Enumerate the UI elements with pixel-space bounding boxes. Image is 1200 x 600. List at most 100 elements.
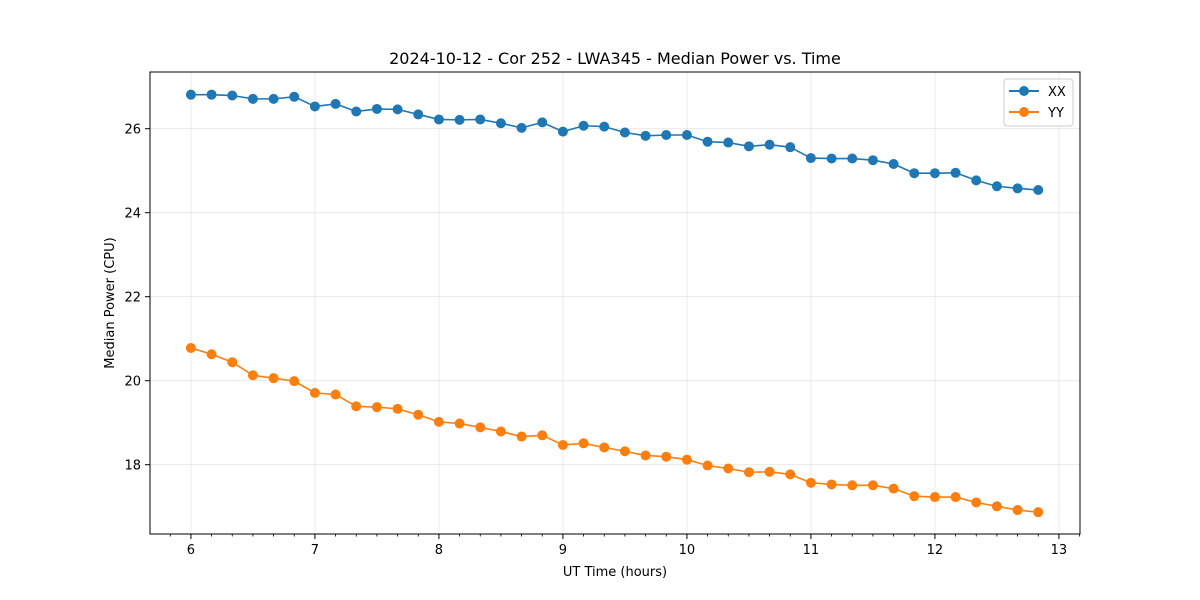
data-point-yy [1012,505,1023,516]
data-point-xx [888,158,899,169]
plot-frame [149,71,1081,535]
data-point-xx [185,89,196,100]
data-point-yy [929,492,940,503]
data-point-yy [826,479,837,490]
data-point-xx [805,153,816,164]
data-point-yy [578,438,589,449]
data-point-yy [991,501,1002,512]
data-point-xx [764,139,775,150]
data-point-yy [371,402,382,413]
data-point-xx [268,93,279,104]
data-point-xx [495,118,506,129]
x-tick-label: 13 [1051,543,1068,558]
data-point-xx [619,127,630,138]
data-point-xx [371,103,382,114]
data-point-yy [557,439,568,450]
data-point-xx [909,168,920,179]
data-point-yy [805,477,816,488]
data-point-xx [661,130,672,140]
data-point-xx [330,98,341,109]
data-point-yy [950,492,961,503]
data-point-xx [557,126,568,137]
data-point-yy [330,389,341,400]
x-tick-label: 8 [435,543,443,558]
data-point-yy [702,460,713,471]
x-tick-label: 10 [679,543,696,558]
data-point-yy [599,442,610,453]
data-point-yy [268,373,279,384]
data-point-yy [785,469,796,480]
legend-label-yy: YY [1047,106,1064,121]
data-point-xx [867,155,878,166]
data-point-xx [1033,185,1044,196]
x-tick-label: 7 [311,543,319,558]
data-point-xx [950,167,961,178]
data-point-xx [785,142,796,153]
data-point-yy [433,416,444,427]
y-tick-label: 18 [124,459,141,474]
data-point-xx [537,117,548,128]
data-point-xx [743,141,754,152]
data-point-xx [991,181,1002,192]
data-point-yy [909,491,920,502]
x-tick-label: 12 [927,543,944,558]
data-point-xx [702,136,713,147]
data-point-xx [826,153,837,164]
data-point-xx [475,114,486,125]
legend: XX YY [1003,78,1074,127]
y-tick-label: 22 [124,291,141,306]
data-point-yy [847,480,858,491]
data-point-yy [867,480,878,491]
y-axis-label: Median Power (CPU) [103,237,118,368]
data-point-yy [743,467,754,478]
x-tick-label: 9 [559,543,567,558]
data-point-xx [227,90,238,101]
x-axis-label: UT Time (hours) [563,565,667,580]
y-tick-label: 26 [124,123,141,138]
data-point-yy [888,483,899,494]
y-axis-ticks: 18 20 22 24 26 [124,123,150,474]
data-point-yy [537,430,548,441]
data-point-xx [599,121,610,132]
data-point-xx [454,114,465,125]
x-axis-ticks: 6 7 8 9 10 11 12 13 [169,534,1080,558]
data-point-yy [475,422,486,433]
data-point-yy [681,454,692,465]
data-point-yy [764,466,775,477]
legend-marker-xx [1019,86,1029,96]
data-point-yy [392,403,403,414]
legend-label-xx: XX [1048,85,1066,100]
data-point-yy [289,376,300,387]
data-point-xx [392,104,403,115]
data-point-xx [971,175,982,186]
data-point-yy [227,357,238,368]
data-point-xx [1012,183,1023,194]
data-point-yy [351,401,362,412]
data-point-yy [309,387,320,398]
data-point-xx [309,101,320,112]
data-point-xx [351,106,362,117]
y-tick-label: 20 [124,375,141,390]
data-point-yy [723,463,734,474]
data-point-xx [206,89,217,100]
data-point-yy [1033,507,1044,518]
x-tick-label: 11 [803,543,820,558]
data-point-yy [495,426,506,437]
chart-title: 2024-10-12 - Cor 252 - LWA345 - Median P… [389,49,841,68]
data-point-yy [640,450,651,461]
data-point-xx [516,122,527,133]
data-point-yy [413,409,424,420]
series-layer [185,89,1044,518]
data-point-xx [847,153,858,164]
data-point-yy [619,446,630,457]
legend-marker-yy [1019,107,1029,117]
data-point-xx [578,120,589,131]
data-point-xx [723,137,734,148]
data-point-yy [185,342,196,353]
data-point-xx [433,114,444,125]
data-point-yy [516,431,527,442]
data-point-xx [681,130,692,140]
data-point-yy [454,418,465,429]
y-tick-label: 24 [124,207,141,222]
